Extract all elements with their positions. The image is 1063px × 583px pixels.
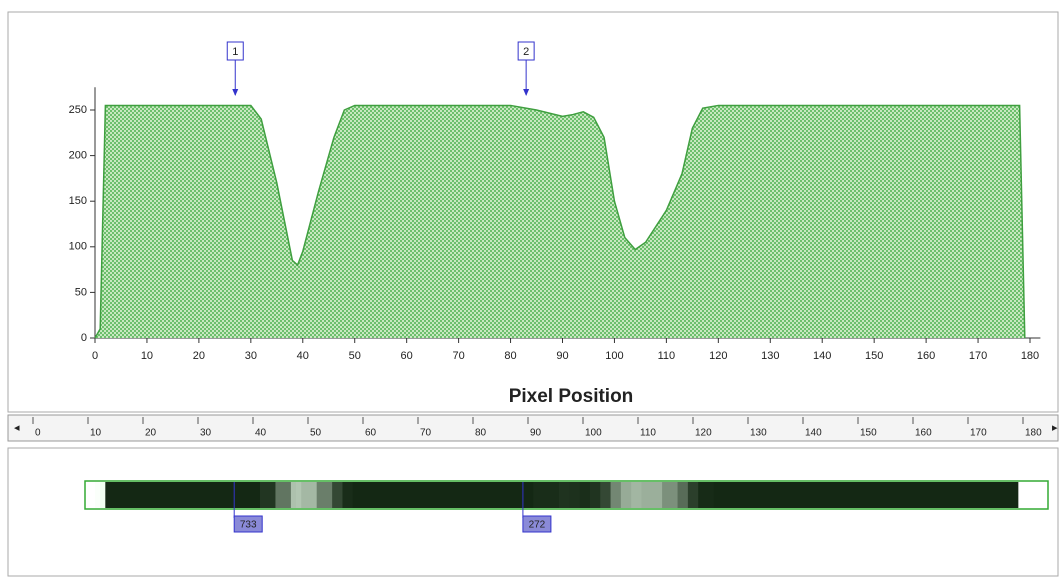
strip-cell: [600, 482, 611, 508]
strip-cell: [317, 482, 333, 508]
strip-cell: [611, 482, 622, 508]
x-tick-label: 70: [452, 350, 464, 362]
ruler-tick-label: 0: [35, 428, 41, 439]
x-tick-label: 10: [141, 350, 153, 362]
strip-cell: [688, 482, 699, 508]
y-tick-label: 200: [69, 150, 87, 162]
marker-value: 733: [240, 520, 257, 531]
x-tick-label: 90: [556, 350, 568, 362]
x-tick-label: 20: [193, 350, 205, 362]
ruler-tick-label: 60: [365, 428, 377, 439]
strip-cell: [714, 482, 1014, 508]
strip-cell: [631, 482, 642, 508]
strip-cell: [250, 482, 261, 508]
ruler-tick-label: 170: [970, 428, 987, 439]
ruler-tick-label: 150: [860, 428, 877, 439]
x-tick-label: 180: [1021, 350, 1039, 362]
marker-value: 272: [529, 520, 546, 531]
strip-cell: [662, 482, 678, 508]
x-tick-label: 80: [504, 350, 516, 362]
strip-cell: [342, 482, 353, 508]
scroll-right[interactable]: ▸: [1052, 422, 1058, 434]
ruler-tick-label: 110: [640, 428, 656, 439]
ruler-tick-label: 10: [90, 428, 102, 439]
annotation-label: 2: [523, 46, 529, 58]
y-tick-label: 0: [81, 332, 87, 344]
ruler-tick-label: 90: [530, 428, 542, 439]
ruler-tick-label: 70: [420, 428, 432, 439]
y-tick-label: 100: [69, 241, 87, 253]
strip-cell: [260, 482, 276, 508]
x-tick-label: 160: [917, 350, 935, 362]
y-tick-label: 50: [75, 286, 87, 298]
ruler-tick-label: 130: [750, 428, 767, 439]
y-tick-label: 150: [69, 195, 87, 207]
ruler-tick-label: 140: [805, 428, 822, 439]
strip-panel: [8, 448, 1058, 576]
x-tick-label: 100: [605, 350, 623, 362]
ruler-tick-label: 160: [915, 428, 932, 439]
strip-cell: [590, 482, 601, 508]
x-tick-label: 150: [865, 350, 883, 362]
strip-cell: [105, 482, 250, 508]
x-tick-label: 140: [813, 350, 831, 362]
strip-cell: [559, 482, 570, 508]
ruler-tick-label: 100: [585, 428, 602, 439]
area-fill: [95, 105, 1025, 338]
profile-window: ◂ ▸ Pixel Position 050100150200250001010…: [0, 0, 1063, 578]
strip-cell: [621, 482, 632, 508]
x-tick-label: 120: [709, 350, 727, 362]
ruler-tick-label: 40: [255, 428, 267, 439]
strip-cell: [296, 482, 302, 508]
x-tick-label: 170: [969, 350, 987, 362]
x-tick-label: 0: [92, 350, 98, 362]
x-tick-label: 30: [245, 350, 257, 362]
ruler-tick-label: 180: [1025, 428, 1042, 439]
scroll-left[interactable]: ◂: [14, 422, 20, 434]
ruler-tick-label: 50: [310, 428, 322, 439]
strip-cell: [1013, 482, 1019, 508]
y-tick-label: 250: [69, 104, 87, 116]
annotation-label: 1: [232, 46, 238, 58]
ruler-tick-label: 80: [475, 428, 487, 439]
strip-cell: [291, 482, 297, 508]
strip-cell: [507, 482, 533, 508]
x-tick-label: 60: [401, 350, 413, 362]
strip-cell: [100, 482, 106, 508]
x-tick-label: 110: [658, 350, 676, 362]
strip-cell: [678, 482, 689, 508]
x-axis-label: Pixel Position: [509, 386, 634, 407]
x-tick-label: 40: [297, 350, 309, 362]
x-tick-label: 50: [349, 350, 361, 362]
strip-cell: [275, 482, 291, 508]
strip-cell: [533, 482, 559, 508]
ruler-tick-label: 20: [145, 428, 157, 439]
strip-cell: [95, 482, 101, 508]
ruler-tick-label: 30: [200, 428, 212, 439]
strip-cell: [332, 482, 343, 508]
strip-cell: [569, 482, 580, 508]
strip-cell: [353, 482, 508, 508]
strip-cell: [641, 482, 662, 508]
strip-cell: [301, 482, 317, 508]
x-tick-label: 130: [761, 350, 779, 362]
ruler-tick-label: 120: [695, 428, 712, 439]
strip-cell: [580, 482, 591, 508]
strip-cell: [698, 482, 714, 508]
